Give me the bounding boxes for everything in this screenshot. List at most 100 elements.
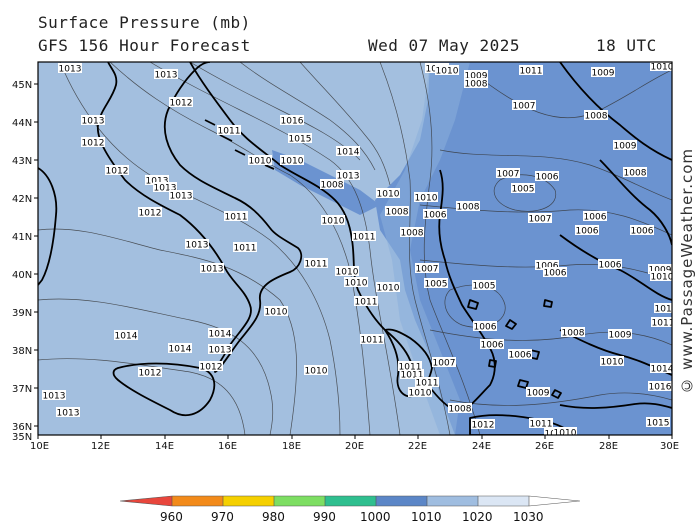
isobar-label-bg <box>42 390 66 400</box>
isobar-label-bg <box>650 62 672 71</box>
isobar-value-label: 1006 <box>576 227 599 237</box>
colorbar-segment <box>172 496 223 506</box>
isobar-value-label: 1016 <box>281 117 304 127</box>
isobar-label-bg <box>320 179 344 189</box>
lat-label: 40N <box>12 270 32 281</box>
isobar-value-label: 1013 <box>209 346 232 356</box>
isobar-value-label: 1011 <box>652 319 675 329</box>
isobar-label-bg <box>354 296 378 306</box>
isobar-label-bg <box>584 110 608 120</box>
isobar-value-label: 1010 <box>322 217 345 227</box>
isobar-label-bg <box>535 260 559 270</box>
isobar-label-bg <box>480 339 504 349</box>
lon-label: 30E <box>660 441 679 452</box>
isobar-value-label: 1013 <box>170 192 193 202</box>
sardinia-coastline <box>38 167 58 286</box>
isobar-value-label: 1013 <box>201 265 224 275</box>
isobar-label-bg <box>415 263 439 273</box>
lat-label: 39N <box>12 308 32 319</box>
lon-label: 10E <box>30 441 49 452</box>
isobar-label-bg <box>138 207 162 217</box>
isobar-label-bg <box>336 146 360 156</box>
isobar-label-bg <box>105 165 129 175</box>
isobar-label-bg <box>575 225 599 235</box>
isobar-label-bg <box>473 321 497 331</box>
lat-label: 45N <box>12 80 32 91</box>
isobar-label-bg <box>168 343 192 353</box>
isobar-value-label: 1011 <box>655 305 678 315</box>
map-title: Surface Pressure (mb) <box>38 13 251 32</box>
forecast-subtitle: GFS 156 Hour Forecast <box>38 36 251 55</box>
isobar-value-label: 1010 <box>415 194 438 204</box>
isobar-value-label: 1008 <box>465 80 488 90</box>
isobar-value-label: 1009 <box>465 72 488 82</box>
isobar-value-label: 1010 <box>281 157 304 167</box>
colorbar-segment <box>274 496 325 506</box>
isobar-label-bg <box>415 377 439 387</box>
isobar-label-bg <box>398 361 422 371</box>
isobar-value-label: 1011 <box>305 260 328 270</box>
isobar-label-bg <box>471 419 495 429</box>
isobar-value-label: 1011 <box>520 67 543 77</box>
isobar-label-bg <box>233 242 257 252</box>
isobar-label-bg <box>200 263 224 273</box>
isobar-label-bg <box>114 330 138 340</box>
isobar-value-label: 1011 <box>361 336 384 346</box>
isobar-label-bg <box>224 211 248 221</box>
isobar-label-bg <box>583 211 607 221</box>
isobar-value-label: 1007 <box>529 215 552 225</box>
isobar-label-bg <box>408 387 432 397</box>
isobar-label-bg <box>217 125 241 135</box>
lat-label: 37N <box>12 384 32 395</box>
isobar-value-label: 1007 <box>433 359 456 369</box>
outer-gradient-band <box>380 62 470 435</box>
isobar-value-label: 1011 <box>225 213 248 223</box>
isobar-value-label: 1006 <box>509 351 532 361</box>
isobar-label-bg <box>280 115 304 125</box>
isobar-value-label: 1014 <box>115 332 138 342</box>
isobar-value-label: 1010 <box>651 273 674 283</box>
sicily-coastline <box>112 362 216 417</box>
isobar-value-label: 1005 <box>425 280 448 290</box>
isobar-label-bg <box>321 215 345 225</box>
isobar-value-label: 1005 <box>473 282 496 292</box>
isobar-label-bg <box>81 137 105 147</box>
isobar-value-label: 1008 <box>562 329 585 339</box>
isobar-label-bg <box>535 171 559 181</box>
isobar-value-label: 1012 <box>82 139 105 149</box>
isobar-label-bg <box>360 334 384 344</box>
isobar-label-bg <box>185 239 209 249</box>
lat-label: 38N <box>12 346 32 357</box>
isobar-value-label: 1008 <box>449 405 472 415</box>
isobar-value-label: 1013 <box>82 117 105 127</box>
isobar-label-bg <box>145 175 169 185</box>
isobar-value-label: 1008 <box>386 208 409 218</box>
isobar-label-bg <box>138 367 162 377</box>
colorbar-tick-label: 1010 <box>411 510 442 524</box>
lon-label: 24E <box>472 441 491 452</box>
isobar-value-label: 1007 <box>416 265 439 275</box>
isobar-value-label: 1012 <box>139 209 162 219</box>
lon-label: 22E <box>408 441 427 452</box>
colorbar-min-arrow <box>120 496 172 506</box>
isobar-value-label: 1009 <box>609 331 632 341</box>
map-area: 1013101310121013101210121013101310131012… <box>38 62 678 435</box>
isobar-label-bg <box>376 282 400 292</box>
isobar-label-bg <box>561 327 585 337</box>
isobar-label-bg <box>591 67 615 77</box>
aegean-islands <box>467 299 562 399</box>
isobar-value-label: 1013 <box>57 409 80 419</box>
low-pressure-area <box>375 62 672 435</box>
longitude-axis: 10E 12E 14E 16E 18E 20E 22E 24E 26E 28E … <box>30 435 679 452</box>
isobar-value-label: 1014 <box>209 330 232 340</box>
colorbar-segment <box>376 496 427 506</box>
isobar-value-label: 1006 <box>631 227 654 237</box>
isobar-label-bg <box>248 155 272 165</box>
isobar-label-bg <box>543 267 567 277</box>
forecast-time: 18 UTC <box>596 36 657 55</box>
isobar-value-label: 1011 <box>399 363 422 373</box>
isobar-label-bg <box>154 69 178 79</box>
isobar-value-label: 1010 <box>651 63 674 73</box>
isobar-label-bg <box>646 417 670 427</box>
isobar-value-label: 1007 <box>497 170 520 180</box>
